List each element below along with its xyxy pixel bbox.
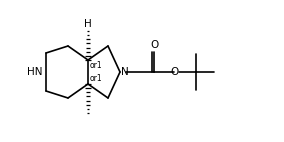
Text: H: H	[84, 19, 92, 29]
Text: O: O	[170, 67, 178, 77]
Text: or1: or1	[90, 61, 103, 70]
Text: N: N	[121, 67, 129, 77]
Text: O: O	[150, 40, 158, 50]
Text: HN: HN	[26, 67, 42, 77]
Text: or1: or1	[90, 74, 103, 83]
